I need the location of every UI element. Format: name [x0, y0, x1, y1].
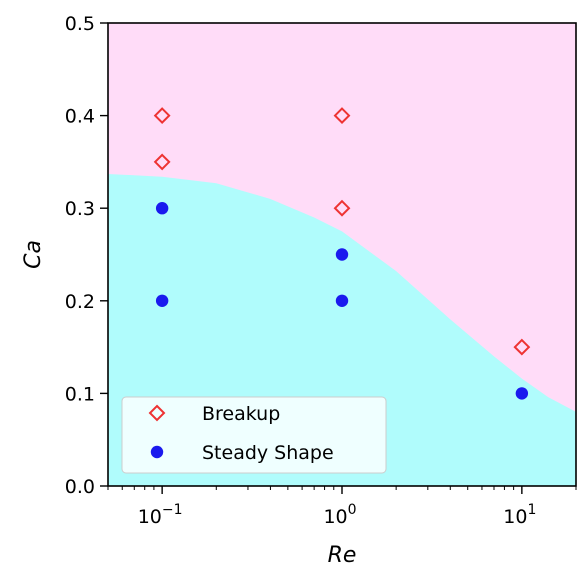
breakup-point-3	[333, 199, 351, 217]
y-tick-label-3: 0.3	[65, 198, 95, 220]
y-axis: 0.0 0.1 0.2 0.3 0.4 0.5	[65, 13, 108, 498]
y-tick-label-5: 0.5	[65, 13, 95, 35]
y-tick-label-4: 0.4	[65, 106, 95, 128]
legend: Breakup Steady Shape	[121, 396, 387, 474]
steady-shape-point-1	[155, 294, 169, 307]
legend-box	[121, 396, 387, 474]
x-tick-label-1: 100	[323, 502, 356, 528]
legend-marker-steady-shape	[150, 445, 164, 459]
steady-shape-point-0	[155, 202, 169, 215]
x-axis: 10−1 100 101	[107, 486, 577, 528]
legend-label-steady-shape: Steady Shape	[202, 442, 334, 464]
y-tick-label-0: 0.0	[65, 476, 95, 498]
breakup-point-0	[153, 107, 171, 125]
steady-shape-point-3	[335, 294, 349, 307]
steady-shape-point-4	[515, 387, 529, 400]
legend-marker-breakup	[148, 404, 166, 422]
y-tick-label-1: 0.1	[65, 383, 95, 405]
x-axis-label: Re	[328, 543, 357, 568]
legend-label-breakup: Breakup	[202, 403, 280, 425]
steady-shape-point-2	[335, 248, 349, 261]
x-tick-label-2: 101	[503, 502, 536, 528]
x-tick-label-0: 10−1	[138, 502, 183, 528]
breakup-point-1	[153, 153, 171, 171]
data-markers	[153, 107, 531, 400]
breakup-point-4	[513, 338, 531, 356]
breakup-point-2	[333, 107, 351, 125]
y-axis-label: Ca	[21, 240, 46, 269]
y-tick-label-2: 0.2	[65, 291, 95, 313]
